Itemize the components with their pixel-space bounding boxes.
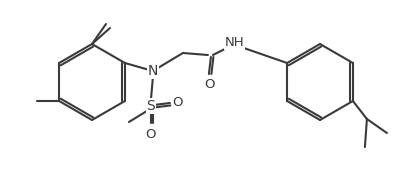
Text: NH: NH [225,36,245,49]
Text: O: O [146,129,156,142]
Text: S: S [147,99,155,113]
Text: O: O [173,96,183,108]
Text: N: N [148,64,158,78]
Text: O: O [205,77,215,90]
